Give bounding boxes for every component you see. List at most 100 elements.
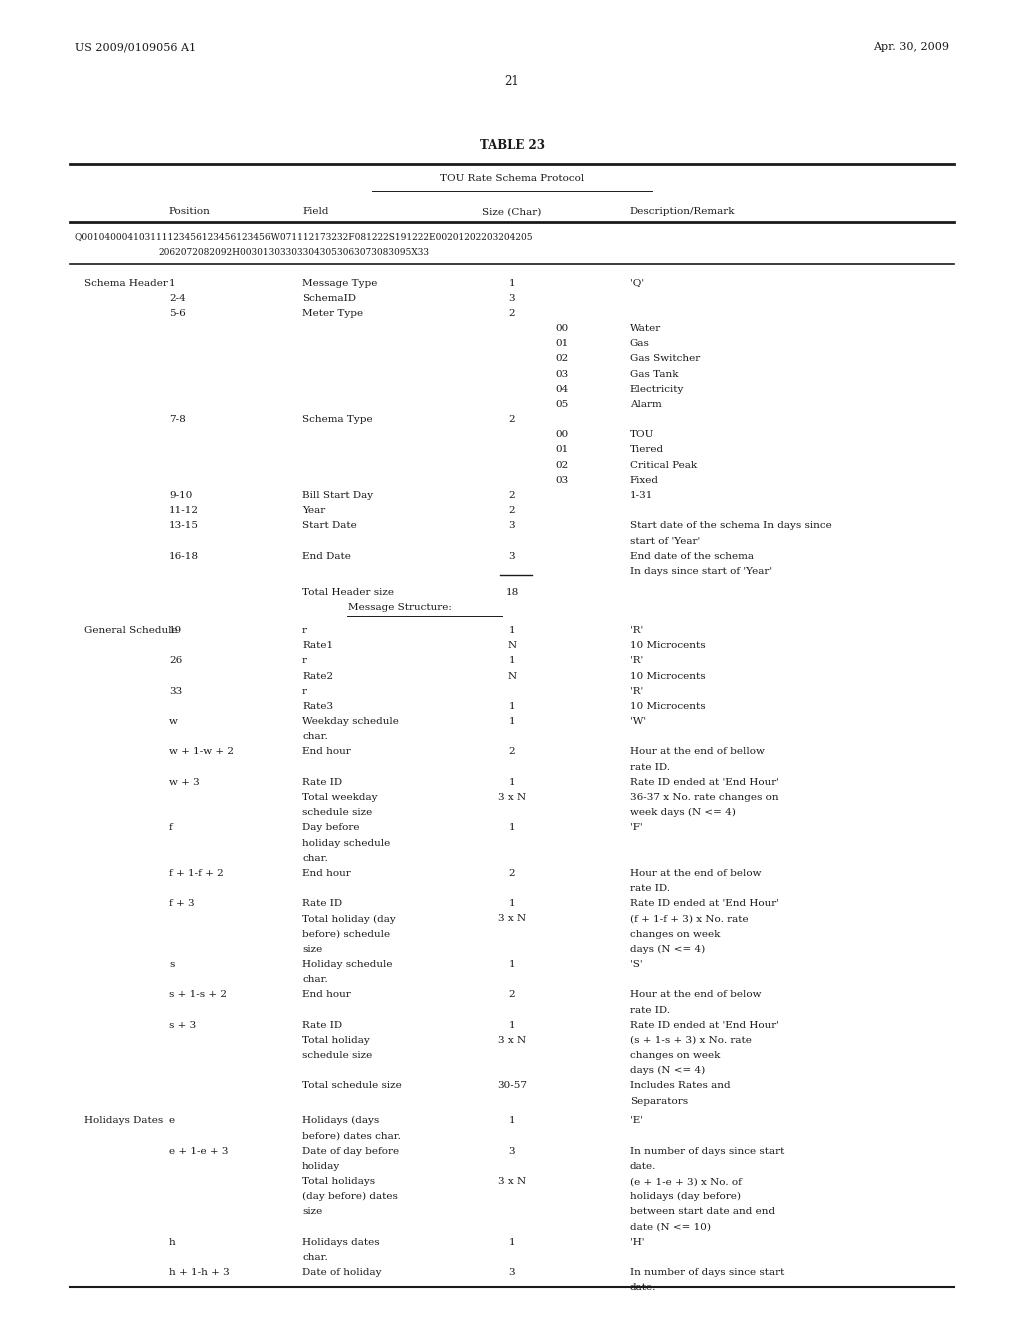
Text: 1: 1 xyxy=(509,899,515,908)
Text: date.: date. xyxy=(630,1283,656,1292)
Text: 1: 1 xyxy=(509,702,515,711)
Text: Rate ID ended at 'End Hour': Rate ID ended at 'End Hour' xyxy=(630,1020,779,1030)
Text: End date of the schema: End date of the schema xyxy=(630,552,754,561)
Text: Total weekday: Total weekday xyxy=(302,793,378,803)
Text: before) dates char.: before) dates char. xyxy=(302,1131,401,1140)
Text: Hour at the end of bellow: Hour at the end of bellow xyxy=(630,747,765,756)
Text: r: r xyxy=(302,686,307,696)
Text: 2: 2 xyxy=(509,506,515,515)
Text: s + 1-s + 2: s + 1-s + 2 xyxy=(169,990,227,999)
Text: 03: 03 xyxy=(555,475,568,484)
Text: w + 3: w + 3 xyxy=(169,777,200,787)
Text: 2: 2 xyxy=(509,414,515,424)
Text: w + 1-w + 2: w + 1-w + 2 xyxy=(169,747,233,756)
Text: holiday: holiday xyxy=(302,1162,340,1171)
Text: 'R': 'R' xyxy=(630,686,643,696)
Text: f + 3: f + 3 xyxy=(169,899,195,908)
Text: 16-18: 16-18 xyxy=(169,552,199,561)
Text: 1: 1 xyxy=(509,1020,515,1030)
Text: start of 'Year': start of 'Year' xyxy=(630,536,700,545)
Text: 2: 2 xyxy=(509,747,515,756)
Text: In number of days since start: In number of days since start xyxy=(630,1147,784,1156)
Text: Holiday schedule: Holiday schedule xyxy=(302,960,392,969)
Text: Schema Type: Schema Type xyxy=(302,414,373,424)
Text: size: size xyxy=(302,1208,323,1217)
Text: Meter Type: Meter Type xyxy=(302,309,364,318)
Text: 1: 1 xyxy=(509,1238,515,1247)
Text: e + 1-e + 3: e + 1-e + 3 xyxy=(169,1147,228,1156)
Text: rate ID.: rate ID. xyxy=(630,763,670,772)
Text: 01: 01 xyxy=(555,339,568,348)
Text: Total schedule size: Total schedule size xyxy=(302,1081,401,1090)
Text: holidays (day before): holidays (day before) xyxy=(630,1192,740,1201)
Text: 3: 3 xyxy=(509,552,515,561)
Text: 3: 3 xyxy=(509,521,515,531)
Text: Date of day before: Date of day before xyxy=(302,1147,399,1156)
Text: Field: Field xyxy=(302,207,329,216)
Text: Rate ID: Rate ID xyxy=(302,777,342,787)
Text: Total holiday (day: Total holiday (day xyxy=(302,915,396,924)
Text: 1: 1 xyxy=(509,717,515,726)
Text: In days since start of 'Year': In days since start of 'Year' xyxy=(630,566,772,576)
Text: 1-31: 1-31 xyxy=(630,491,653,500)
Text: Total holidays: Total holidays xyxy=(302,1177,375,1187)
Text: Separators: Separators xyxy=(630,1097,688,1106)
Text: 1: 1 xyxy=(509,279,515,288)
Text: (day before) dates: (day before) dates xyxy=(302,1192,398,1201)
Text: 1: 1 xyxy=(509,777,515,787)
Text: (f + 1-f + 3) x No. rate: (f + 1-f + 3) x No. rate xyxy=(630,915,749,924)
Text: 3 x N: 3 x N xyxy=(498,1036,526,1045)
Text: 01: 01 xyxy=(555,445,568,454)
Text: 'R': 'R' xyxy=(630,626,643,635)
Text: End hour: End hour xyxy=(302,990,351,999)
Text: Start Date: Start Date xyxy=(302,521,356,531)
Text: 21: 21 xyxy=(505,75,519,88)
Text: Q001040004103111123456123456123456W071112173232F081222S191222E00201202203204205: Q001040004103111123456123456123456W07111… xyxy=(75,232,534,242)
Text: Date of holiday: Date of holiday xyxy=(302,1269,382,1278)
Text: Tiered: Tiered xyxy=(630,445,664,454)
Text: 'H': 'H' xyxy=(630,1238,644,1247)
Text: schedule size: schedule size xyxy=(302,808,373,817)
Text: Holidays (days: Holidays (days xyxy=(302,1117,379,1126)
Text: 3 x N: 3 x N xyxy=(498,915,526,924)
Text: 26: 26 xyxy=(169,656,182,665)
Text: schedule size: schedule size xyxy=(302,1051,373,1060)
Text: Rate2: Rate2 xyxy=(302,672,333,681)
Text: date.: date. xyxy=(630,1162,656,1171)
Text: w: w xyxy=(169,717,178,726)
Text: 1: 1 xyxy=(509,656,515,665)
Text: Schema Header: Schema Header xyxy=(84,279,168,288)
Text: changes on week: changes on week xyxy=(630,929,720,939)
Text: 11-12: 11-12 xyxy=(169,506,199,515)
Text: size: size xyxy=(302,945,323,954)
Text: Holidays dates: Holidays dates xyxy=(302,1238,380,1247)
Text: TOU Rate Schema Protocol: TOU Rate Schema Protocol xyxy=(440,174,584,183)
Text: In number of days since start: In number of days since start xyxy=(630,1269,784,1278)
Text: Electricity: Electricity xyxy=(630,384,684,393)
Text: 19: 19 xyxy=(169,626,182,635)
Text: Message Type: Message Type xyxy=(302,279,378,288)
Text: Hour at the end of below: Hour at the end of below xyxy=(630,869,761,878)
Text: 'F': 'F' xyxy=(630,824,642,833)
Text: r: r xyxy=(302,626,307,635)
Text: char.: char. xyxy=(302,1253,328,1262)
Text: e: e xyxy=(169,1117,175,1126)
Text: 1: 1 xyxy=(509,824,515,833)
Text: 'W': 'W' xyxy=(630,717,646,726)
Text: 'Q': 'Q' xyxy=(630,279,644,288)
Text: End Date: End Date xyxy=(302,552,351,561)
Text: Rate ID ended at 'End Hour': Rate ID ended at 'End Hour' xyxy=(630,899,779,908)
Text: N: N xyxy=(508,672,516,681)
Text: 1: 1 xyxy=(169,279,175,288)
Text: Message Structure:: Message Structure: xyxy=(348,603,452,612)
Text: between start date and end: between start date and end xyxy=(630,1208,775,1217)
Text: 3: 3 xyxy=(509,1269,515,1278)
Text: 1: 1 xyxy=(509,1117,515,1126)
Text: date (N <= 10): date (N <= 10) xyxy=(630,1222,711,1232)
Text: 2: 2 xyxy=(509,869,515,878)
Text: Water: Water xyxy=(630,323,662,333)
Text: Alarm: Alarm xyxy=(630,400,662,409)
Text: s: s xyxy=(169,960,174,969)
Text: Gas Switcher: Gas Switcher xyxy=(630,354,700,363)
Text: US 2009/0109056 A1: US 2009/0109056 A1 xyxy=(75,42,196,53)
